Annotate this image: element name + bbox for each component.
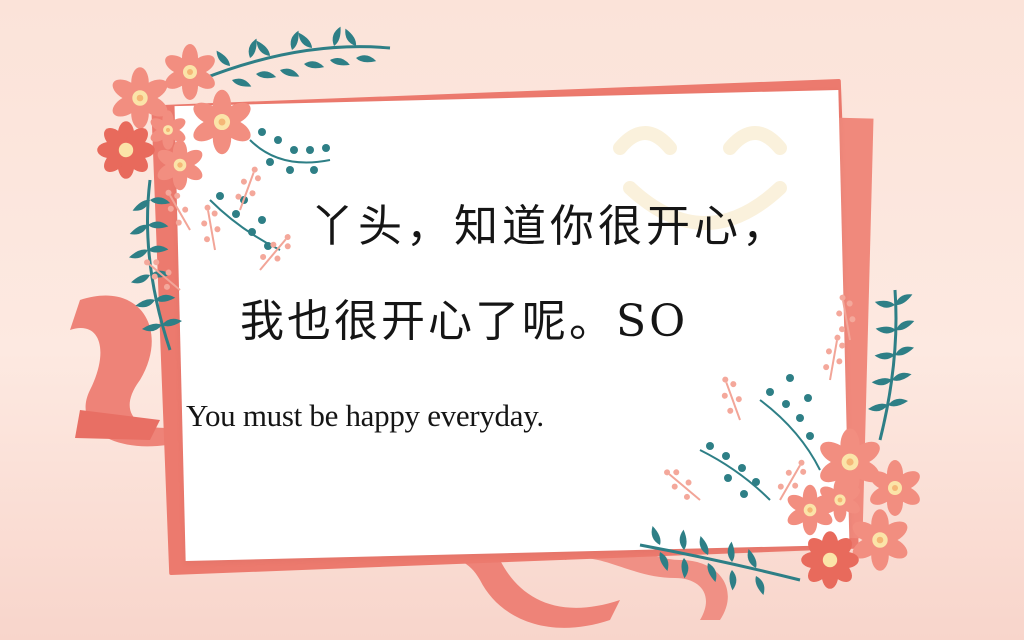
leaf-icon	[199, 25, 391, 92]
leaf-icon	[699, 374, 821, 501]
leaf-icon	[868, 289, 916, 441]
leaf-icon	[639, 525, 801, 596]
message-line-1: 丫头，知道你很开心，	[310, 201, 790, 252]
message-line-3: You must be happy everyday.	[186, 398, 544, 433]
smile-icon	[613, 126, 787, 230]
message-line-2: 我也很开心了呢。SO	[240, 296, 689, 347]
flower-icon	[97, 44, 255, 191]
leaf-icon	[128, 179, 182, 351]
leaf-icon	[209, 128, 331, 251]
flower-icon	[784, 428, 924, 589]
